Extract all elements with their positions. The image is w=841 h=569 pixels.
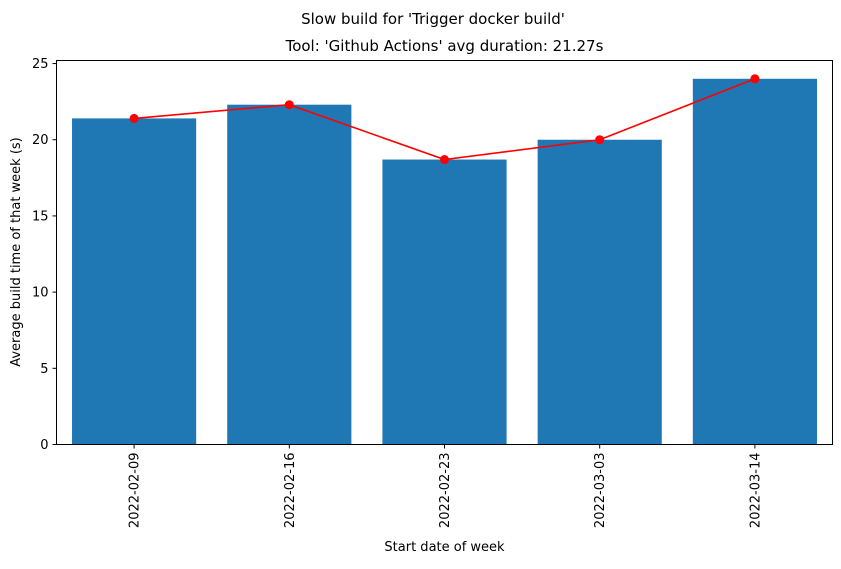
y-tick-label: 10 <box>32 286 49 301</box>
trend-point-2022-02-09 <box>129 113 139 123</box>
trend-point-2022-02-16 <box>284 100 294 110</box>
trend-point-2022-03-14 <box>750 74 760 84</box>
plot-frame <box>56 60 833 445</box>
y-tick-label: 15 <box>32 209 49 224</box>
trend-point-2022-02-23 <box>440 155 449 165</box>
bar-2022-02-09 <box>72 118 197 445</box>
x-tick-label: 2022-02-09 <box>128 453 143 529</box>
x-tick-label: 2022-03-14 <box>748 453 763 529</box>
x-axis-label: Start date of week <box>384 540 505 555</box>
y-axis: 0 5 10 15 20 25 <box>32 57 57 453</box>
bars-layer <box>72 78 817 445</box>
x-tick-label: 2022-03-03 <box>593 453 608 529</box>
x-tick-label: 2022-02-16 <box>283 453 298 529</box>
y-tick-label: 0 <box>40 438 48 453</box>
y-tick-label: 20 <box>32 133 49 148</box>
bar-2022-02-16 <box>227 104 352 445</box>
bar-2022-03-14 <box>692 78 817 445</box>
bar-2022-02-23 <box>382 159 507 445</box>
chart-title: Tool: 'Github Actions' avg duration: 21.… <box>285 37 604 55</box>
line-layer <box>129 74 760 165</box>
x-tick-label: 2022-02-23 <box>438 453 453 529</box>
x-axis: 2022-02-09 2022-02-16 2022-02-23 2022-03-03… <box>128 444 763 529</box>
figure-title: Slow build for 'Trigger docker build' <box>301 10 565 28</box>
y-axis-label: Average build time of that week (s) <box>9 137 24 367</box>
y-tick-label: 25 <box>32 57 49 72</box>
bar-2022-03-03 <box>537 139 662 445</box>
y-tick-label: 5 <box>40 362 48 377</box>
trend-point-2022-03-03 <box>595 135 605 145</box>
